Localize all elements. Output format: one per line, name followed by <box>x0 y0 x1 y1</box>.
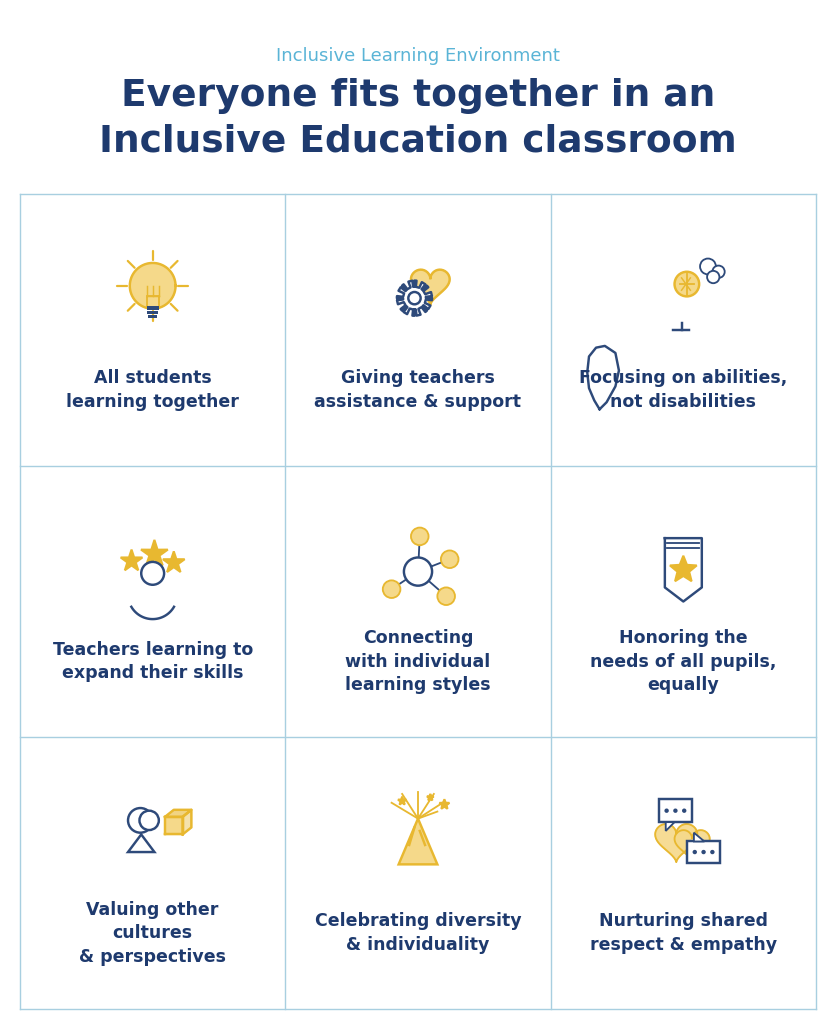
Bar <box>147 311 158 314</box>
Polygon shape <box>120 550 142 570</box>
Polygon shape <box>655 824 697 862</box>
Polygon shape <box>694 833 705 842</box>
Circle shape <box>383 581 400 598</box>
Circle shape <box>665 809 669 813</box>
Polygon shape <box>427 794 434 801</box>
Polygon shape <box>165 817 182 835</box>
Circle shape <box>673 809 678 813</box>
Circle shape <box>712 265 725 278</box>
Text: Nurturing shared
respect & empathy: Nurturing shared respect & empathy <box>589 912 777 954</box>
Polygon shape <box>165 810 191 817</box>
Circle shape <box>140 811 159 830</box>
Circle shape <box>700 258 716 274</box>
Circle shape <box>128 808 153 833</box>
Text: Honoring the
needs of all pupils,
equally: Honoring the needs of all pupils, equall… <box>590 629 777 694</box>
Polygon shape <box>398 797 406 805</box>
Circle shape <box>441 551 458 568</box>
Polygon shape <box>675 830 710 862</box>
Circle shape <box>682 809 686 813</box>
Text: Focusing on abilities,
not disabilities: Focusing on abilities, not disabilities <box>579 369 788 411</box>
Text: Inclusive Learning Environment: Inclusive Learning Environment <box>276 47 560 65</box>
Text: Celebrating diversity
& individuality: Celebrating diversity & individuality <box>314 912 522 954</box>
Circle shape <box>707 271 720 284</box>
Bar <box>146 306 159 309</box>
Polygon shape <box>128 835 155 852</box>
Polygon shape <box>670 556 696 582</box>
Text: Connecting
with individual
learning styles: Connecting with individual learning styl… <box>345 629 491 694</box>
Polygon shape <box>163 551 185 572</box>
Polygon shape <box>141 540 168 565</box>
Polygon shape <box>440 800 450 809</box>
Circle shape <box>675 271 699 296</box>
Polygon shape <box>397 281 432 315</box>
Circle shape <box>411 527 429 545</box>
Polygon shape <box>665 822 675 830</box>
Text: Everyone fits together in an
Inclusive Education classroom: Everyone fits together in an Inclusive E… <box>99 78 737 160</box>
Polygon shape <box>665 539 701 601</box>
Polygon shape <box>411 269 450 304</box>
Text: Valuing other
cultures
& perspectives: Valuing other cultures & perspectives <box>79 900 227 966</box>
Circle shape <box>701 850 706 854</box>
Circle shape <box>437 588 455 605</box>
Text: All students
learning together: All students learning together <box>66 369 239 411</box>
Text: Teachers learning to
expand their skills: Teachers learning to expand their skills <box>53 641 252 682</box>
Polygon shape <box>182 810 191 835</box>
Circle shape <box>141 562 164 585</box>
Bar <box>148 315 157 318</box>
Polygon shape <box>399 818 437 864</box>
Bar <box>659 800 692 822</box>
Circle shape <box>404 557 432 586</box>
Bar <box>146 296 159 308</box>
Polygon shape <box>130 263 176 308</box>
Circle shape <box>408 292 421 304</box>
Circle shape <box>692 850 697 854</box>
Circle shape <box>710 850 715 854</box>
Text: Giving teachers
assistance & support: Giving teachers assistance & support <box>314 369 522 411</box>
Bar <box>687 842 721 862</box>
